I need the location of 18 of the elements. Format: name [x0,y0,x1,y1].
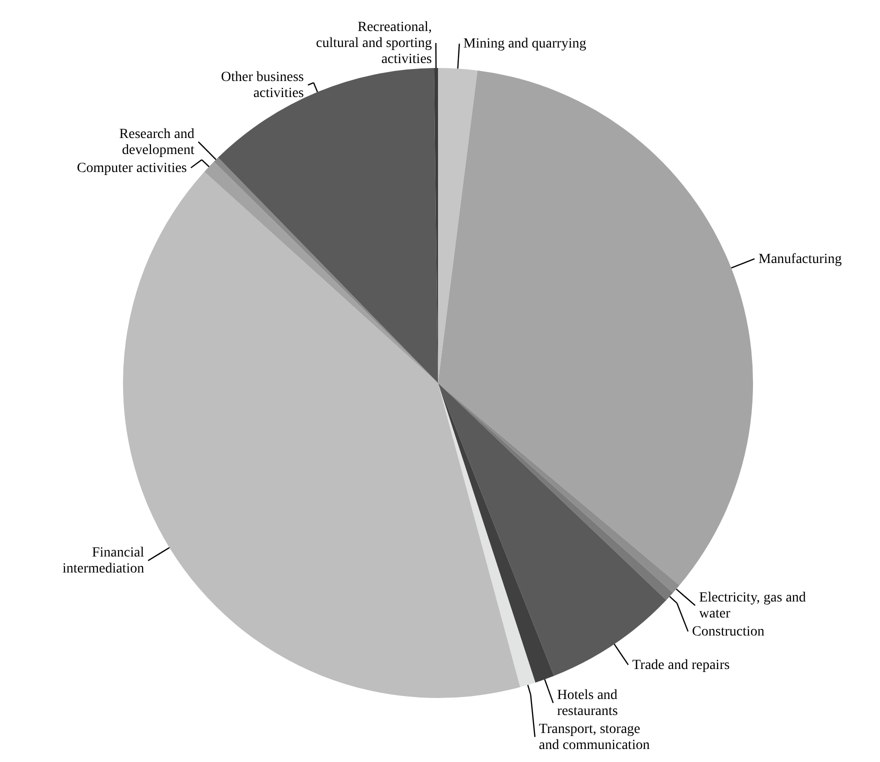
slice-label: Construction [692,624,764,640]
pie-slice [438,68,478,383]
slice-label: Recreational, cultural and sporting activities [316,20,432,68]
pie-slice [438,70,752,586]
slice-label: Electricity, gas and water [699,590,806,622]
slice-label: Financial intermediation [62,546,144,577]
slice-label: Research and development [119,126,194,158]
pie-slice [438,383,554,683]
slice-label: Manufacturing [758,252,842,267]
slice-label: Mining and quarrying [463,36,586,52]
slice-label: Other business activities [221,70,304,102]
pie-slice [438,383,536,688]
slice-label: Computer activities [76,160,187,176]
pie-slice [438,383,666,676]
slice-label: Trade and repairs [632,658,730,673]
pie-slice [218,68,438,383]
slice-label: Transport, storage and communication [538,722,650,753]
slice-label: Hotels and restaurants [557,688,618,719]
